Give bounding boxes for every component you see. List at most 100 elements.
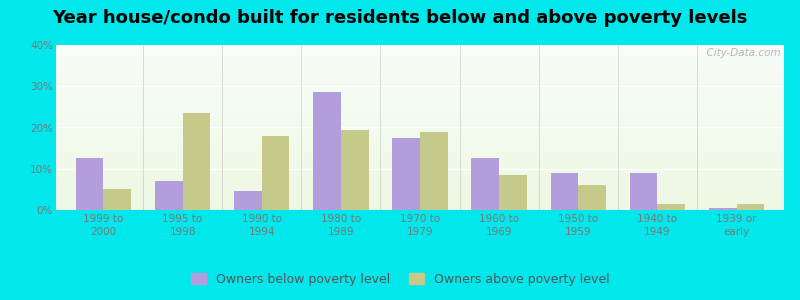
Bar — [56, 56, 784, 58]
Bar — [56, 192, 784, 194]
Bar — [550, 173, 578, 210]
Bar — [56, 172, 784, 174]
Bar — [56, 159, 784, 161]
Bar — [56, 88, 784, 89]
Bar — [56, 89, 784, 91]
Bar — [56, 170, 784, 172]
Bar — [56, 86, 784, 88]
Bar — [182, 113, 210, 210]
Bar — [155, 181, 182, 210]
Bar — [578, 185, 606, 210]
Bar — [56, 182, 784, 184]
Text: Year house/condo built for residents below and above poverty levels: Year house/condo built for residents bel… — [52, 9, 748, 27]
Bar — [56, 131, 784, 132]
Bar — [56, 154, 784, 155]
Bar — [56, 195, 784, 197]
Bar — [56, 48, 784, 50]
Bar — [737, 204, 764, 210]
Bar — [709, 208, 737, 210]
Bar — [56, 75, 784, 76]
Bar — [56, 136, 784, 137]
Bar — [56, 112, 784, 114]
Bar — [56, 139, 784, 141]
Bar — [56, 149, 784, 151]
Bar — [56, 146, 784, 147]
Bar — [56, 83, 784, 85]
Bar — [56, 177, 784, 178]
Bar — [56, 197, 784, 199]
Bar — [56, 103, 784, 104]
Bar — [56, 119, 784, 121]
Bar — [56, 81, 784, 83]
Bar — [56, 202, 784, 203]
Bar — [56, 185, 784, 187]
Bar — [56, 203, 784, 205]
Bar — [56, 174, 784, 175]
Bar — [56, 91, 784, 93]
Bar — [56, 165, 784, 167]
Bar — [56, 124, 784, 126]
Bar — [56, 46, 784, 48]
Bar — [56, 142, 784, 144]
Bar — [56, 99, 784, 101]
Bar — [630, 173, 658, 210]
Bar — [499, 175, 527, 210]
Bar — [56, 184, 784, 185]
Bar — [56, 93, 784, 94]
Bar — [56, 106, 784, 108]
Bar — [56, 104, 784, 106]
Bar — [56, 188, 784, 190]
Bar — [56, 61, 784, 63]
Bar — [56, 199, 784, 200]
Bar — [56, 132, 784, 134]
Bar — [56, 208, 784, 210]
Bar — [56, 190, 784, 192]
Bar — [103, 189, 131, 210]
Bar — [56, 151, 784, 152]
Bar — [262, 136, 290, 210]
Bar — [56, 63, 784, 65]
Legend: Owners below poverty level, Owners above poverty level: Owners below poverty level, Owners above… — [186, 268, 614, 291]
Bar — [56, 175, 784, 177]
Bar — [56, 116, 784, 118]
Bar — [56, 160, 784, 162]
Bar — [56, 155, 784, 157]
Bar — [420, 132, 448, 210]
Bar — [56, 73, 784, 75]
Bar — [471, 158, 499, 210]
Bar — [56, 45, 784, 46]
Bar — [56, 126, 784, 128]
Bar — [56, 78, 784, 80]
Bar — [56, 80, 784, 81]
Bar — [56, 207, 784, 208]
Bar — [56, 187, 784, 188]
Bar — [56, 52, 784, 53]
Bar — [56, 200, 784, 202]
Bar — [56, 121, 784, 122]
Bar — [341, 130, 369, 210]
Bar — [56, 53, 784, 55]
Bar — [392, 138, 420, 210]
Bar — [56, 65, 784, 66]
Bar — [56, 144, 784, 146]
Bar — [56, 55, 784, 56]
Bar — [56, 66, 784, 68]
Bar — [56, 137, 784, 139]
Bar — [56, 118, 784, 119]
Bar — [56, 169, 784, 170]
Bar — [56, 60, 784, 61]
Bar — [56, 71, 784, 73]
Bar — [56, 157, 784, 159]
Bar — [56, 70, 784, 71]
Bar — [56, 76, 784, 78]
Bar — [76, 158, 103, 210]
Bar — [56, 129, 784, 131]
Bar — [56, 141, 784, 142]
Bar — [56, 68, 784, 70]
Bar — [56, 85, 784, 86]
Bar — [56, 167, 784, 169]
Bar — [56, 96, 784, 98]
Bar — [56, 108, 784, 109]
Bar — [56, 111, 784, 112]
Bar — [56, 147, 784, 149]
